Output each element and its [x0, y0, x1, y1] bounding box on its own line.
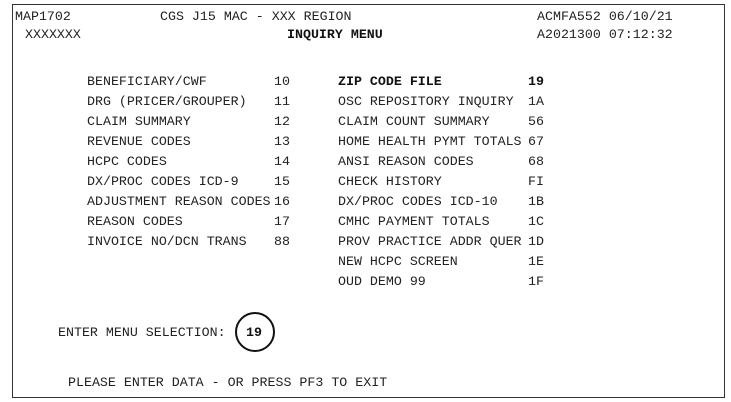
- screen-border: [12, 4, 725, 398]
- menu-item-label: NEW HCPC SCREEN: [338, 254, 458, 269]
- menu-item-code: 19: [528, 74, 544, 89]
- terminal-date: ACMFA552 06/10/21: [537, 9, 673, 24]
- menu-item-label: HOME HEALTH PYMT TOTALS: [338, 134, 522, 149]
- menu-item-label: PROV PRACTICE ADDR QUER: [338, 234, 522, 249]
- menu-item-label: DX/PROC CODES ICD-9: [87, 174, 239, 189]
- menu-item-code: 68: [528, 154, 544, 169]
- menu-item-code: 16: [274, 194, 290, 209]
- menu-item-label: HCPC CODES: [87, 154, 167, 169]
- menu-item-label: OUD DEMO 99: [338, 274, 426, 289]
- menu-item-label: ZIP CODE FILE: [338, 74, 442, 89]
- menu-item-code: 56: [528, 114, 544, 129]
- menu-item-label: REASON CODES: [87, 214, 183, 229]
- menu-item-label: ADJUSTMENT REASON CODES: [87, 194, 271, 209]
- user-id: XXXXXXX: [25, 27, 81, 42]
- menu-item-code: 11: [274, 94, 290, 109]
- menu-item-code: 1A: [528, 94, 544, 109]
- menu-item-label: CLAIM SUMMARY: [87, 114, 191, 129]
- menu-item-label: BENEFICIARY/CWF: [87, 74, 207, 89]
- menu-item-code: 10: [274, 74, 290, 89]
- session-time: A2021300 07:12:32: [537, 27, 673, 42]
- menu-item-code: 1F: [528, 274, 544, 289]
- page-title: INQUIRY MENU: [287, 27, 383, 42]
- menu-item-code: 13: [274, 134, 290, 149]
- menu-item-label: ANSI REASON CODES: [338, 154, 474, 169]
- menu-selection-input[interactable]: 19: [246, 325, 262, 340]
- menu-item-code: 88: [274, 234, 290, 249]
- menu-item-code: 1E: [528, 254, 544, 269]
- menu-item-label: INVOICE NO/DCN TRANS: [87, 234, 247, 249]
- map-id: MAP1702: [15, 9, 71, 24]
- menu-item-code: 14: [274, 154, 290, 169]
- menu-item-label: CLAIM COUNT SUMMARY: [338, 114, 490, 129]
- menu-item-label: CHECK HISTORY: [338, 174, 442, 189]
- menu-item-code: 1C: [528, 214, 544, 229]
- selection-label: ENTER MENU SELECTION:: [58, 325, 226, 340]
- menu-item-label: DRG (PRICER/GROUPER): [87, 94, 247, 109]
- menu-item-label: OSC REPOSITORY INQUIRY: [338, 94, 514, 109]
- region: CGS J15 MAC - XXX REGION: [160, 9, 352, 24]
- menu-item-code: 1B: [528, 194, 544, 209]
- menu-item-code: 15: [274, 174, 290, 189]
- menu-item-label: REVENUE CODES: [87, 134, 191, 149]
- menu-item-label: DX/PROC CODES ICD-10: [338, 194, 498, 209]
- menu-item-code: 17: [274, 214, 290, 229]
- menu-item-code: 12: [274, 114, 290, 129]
- menu-item-code: FI: [528, 174, 544, 189]
- menu-item-code: 1D: [528, 234, 544, 249]
- footer-message: PLEASE ENTER DATA - OR PRESS PF3 TO EXIT: [68, 375, 388, 390]
- selection-highlight-circle: [235, 312, 275, 352]
- menu-item-label: CMHC PAYMENT TOTALS: [338, 214, 490, 229]
- menu-item-code: 67: [528, 134, 544, 149]
